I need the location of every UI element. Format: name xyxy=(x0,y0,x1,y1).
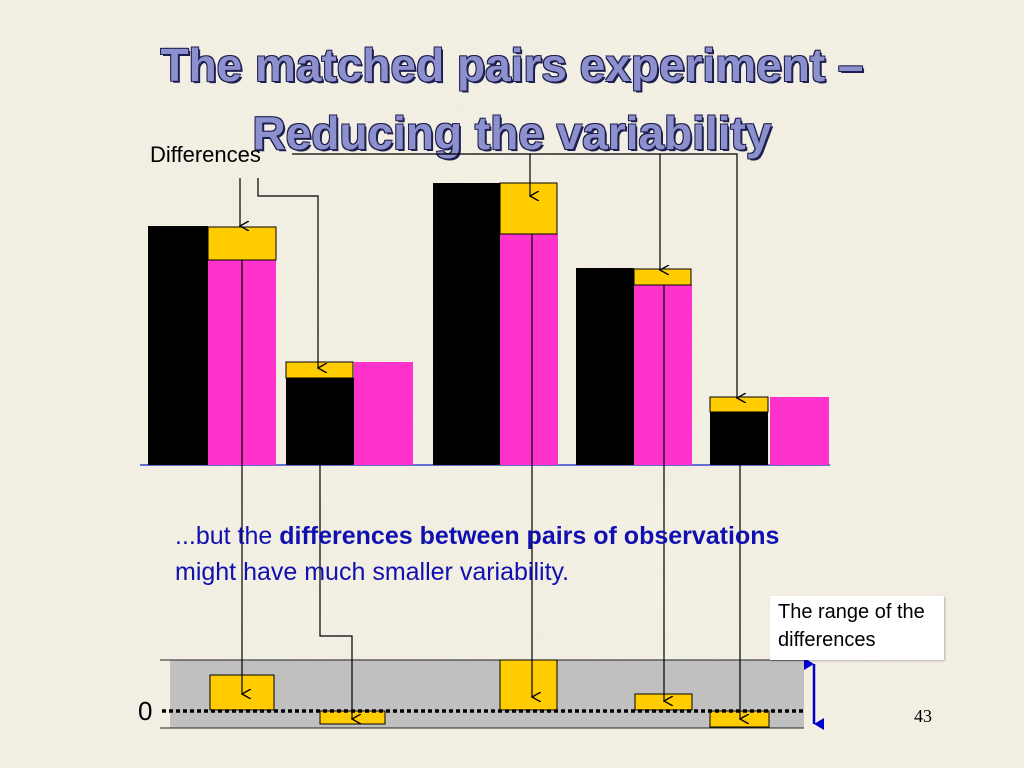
leader-to-pair-5 xyxy=(660,153,737,398)
caption-lead: ...but the xyxy=(175,522,280,550)
pair-5-first-bar xyxy=(710,412,768,465)
caption-bold: differences between pairs of observation… xyxy=(279,522,780,550)
page-number: 43 xyxy=(914,706,932,726)
caption-tail: might have much smaller variability. xyxy=(175,558,570,586)
range-label-line-1: The range of the xyxy=(778,601,925,623)
pair-5-difference-segment xyxy=(709,396,769,413)
range-label-line-2: differences xyxy=(778,629,876,651)
projection-lines xyxy=(242,234,740,719)
pair-2-second-bar xyxy=(354,362,413,465)
leader-to-pair-2 xyxy=(257,178,318,368)
pair-3-second-bar xyxy=(500,234,558,465)
pair-1-difference-segment xyxy=(207,226,277,261)
pair-4-second-bar xyxy=(634,285,692,465)
differences-label: Differences xyxy=(150,142,261,167)
difference-box-3 xyxy=(499,659,558,711)
caption-text: ...but the differences between pairs of … xyxy=(175,518,895,590)
pair-2 xyxy=(285,361,413,465)
pair-4 xyxy=(576,268,692,465)
pair-1-first-bar xyxy=(148,226,208,465)
pair-3-first-bar xyxy=(433,183,500,465)
pair-3-difference-segment xyxy=(499,182,558,235)
range-band xyxy=(170,660,804,728)
pair-1 xyxy=(148,226,277,465)
zero-label: 0 xyxy=(138,696,153,726)
projection-pair-2 xyxy=(319,378,352,719)
pair-4-first-bar xyxy=(576,268,634,465)
slide-title-line-2: Reducing the variability xyxy=(252,107,772,159)
pair-4-difference-segment xyxy=(633,268,692,286)
pair-5 xyxy=(709,396,829,465)
difference-leader-lines xyxy=(240,153,737,398)
pair-5-second-bar xyxy=(770,397,829,465)
pair-3 xyxy=(433,182,558,465)
range-label-box: The range of the differences xyxy=(770,596,944,660)
slide-title-line-1: The matched pairs experiment – xyxy=(160,39,864,91)
pair-2-difference-segment xyxy=(285,361,354,379)
